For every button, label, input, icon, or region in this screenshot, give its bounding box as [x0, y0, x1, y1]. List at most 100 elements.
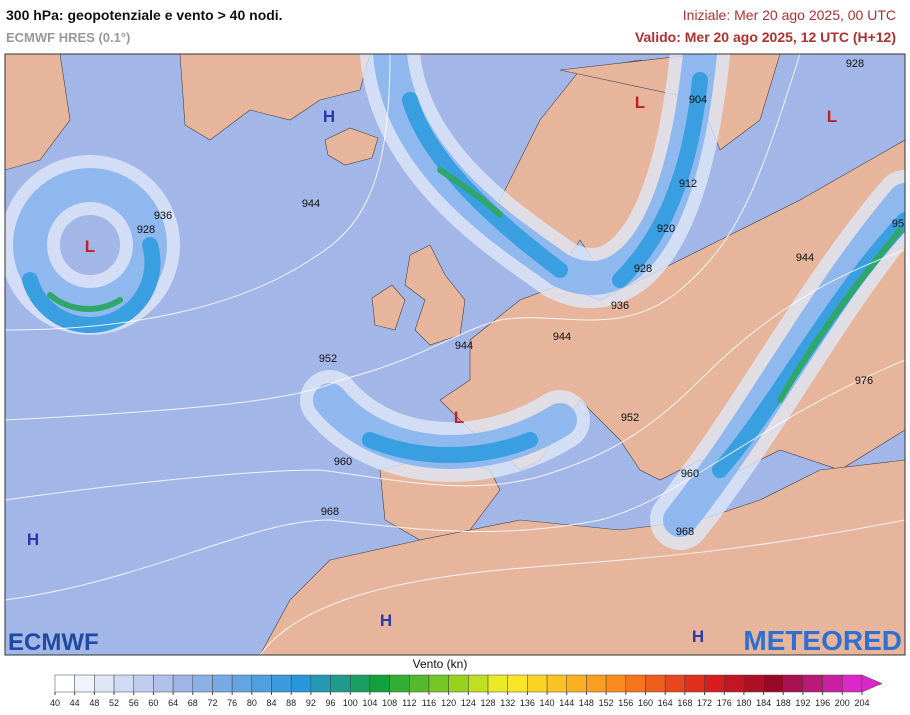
map-frame: [4, 53, 906, 656]
colorbar-swatch: [664, 674, 686, 693]
colorbar-tick-label: 44: [70, 698, 80, 708]
colorbar-swatch: [113, 674, 134, 693]
colorbar-tick-label: 168: [677, 698, 692, 708]
colorbar-tick-label: 56: [129, 698, 139, 708]
colorbar-tick-label: 100: [343, 698, 358, 708]
colorbar-swatch: [783, 674, 804, 693]
colorbar-swatch: [468, 674, 489, 693]
colorbar-tick-label: 164: [658, 698, 673, 708]
colorbar-swatch: [842, 674, 863, 693]
colorbar-tick-label: 104: [362, 698, 377, 708]
legend-title: Vento (kn): [413, 657, 468, 671]
colorbar-swatch: [507, 674, 528, 693]
contour-label: 928: [137, 224, 155, 236]
colorbar-swatch: [54, 674, 75, 693]
colorbar-swatch: [743, 674, 764, 693]
colorbar-swatch: [586, 674, 607, 693]
pressure-center: L: [827, 107, 837, 126]
isohypses: [5, 54, 905, 655]
colorbar-swatch: [212, 674, 233, 693]
colorbar-swatch: [645, 674, 666, 693]
colorbar-tick-label: 180: [736, 698, 751, 708]
colorbar-swatch: [74, 674, 95, 693]
colorbar-tick-label: 196: [815, 698, 830, 708]
colorbar-swatch: [625, 674, 646, 693]
colorbar-tick-label: 200: [835, 698, 850, 708]
contour-label: 936: [611, 300, 629, 312]
colorbar-swatch: [763, 674, 784, 693]
colorbar-tick-label: 124: [461, 698, 476, 708]
colorbar-swatch: [704, 674, 725, 693]
colorbar-swatch: [310, 674, 331, 693]
colorbar-tick-label: 64: [168, 698, 178, 708]
colorbar-swatch: [822, 674, 843, 693]
contour-label: 912: [679, 178, 697, 190]
contour-label: 952: [621, 412, 639, 424]
contour-label: 968: [321, 506, 339, 518]
map: 928 904 936 928 944 912 920 928 936 944 944 952 944 9…: [5, 54, 905, 655]
colorbar-swatch: [231, 674, 253, 693]
colorbar-tick-label: 52: [109, 698, 119, 708]
colorbar-tick-label: 112: [402, 698, 416, 708]
colorbar-swatch: [605, 674, 627, 693]
colorbar-tick-label: 152: [599, 698, 614, 708]
colorbar-swatch: [487, 674, 508, 693]
pressure-center: H: [692, 627, 704, 646]
colorbar-swatch: [389, 674, 410, 693]
colorbar-tick-label: 136: [520, 698, 535, 708]
colorbar-tick-label: 140: [540, 698, 555, 708]
colorbar-swatch: [271, 674, 292, 693]
logo-left: ECMWF: [8, 629, 99, 656]
logo-right: METEORED: [743, 625, 902, 656]
contour-label: 928: [634, 263, 652, 275]
contour-label: 968: [676, 526, 694, 538]
init-time: Iniziale: Mer 20 ago 2025, 00 UTC: [683, 7, 896, 23]
colorbar-tick-label: 60: [148, 698, 158, 708]
colorbar-swatch: [349, 674, 371, 693]
colorbar-tick-label: 80: [247, 698, 257, 708]
colorbar-tick-label: 204: [854, 698, 869, 708]
title: 300 hPa: geopotenziale e vento > 40 nodi…: [6, 7, 283, 23]
contour-label: 944: [796, 252, 814, 264]
colorbar-swatch: [330, 674, 351, 693]
pressure-center: H: [27, 530, 39, 549]
pressure-center: L: [635, 93, 645, 112]
colorbar-swatch: [546, 674, 568, 693]
colorbar-swatch: [409, 674, 430, 693]
colorbar-swatch: [172, 674, 194, 693]
contour-label: 95: [892, 218, 904, 230]
colorbar-swatch: [527, 674, 548, 693]
colorbar-tick-label: 172: [697, 698, 712, 708]
colorbar-swatch: [94, 674, 115, 693]
colorbar-tick-label: 76: [227, 698, 237, 708]
colorbar-tick-label: 184: [756, 698, 771, 708]
colorbar-arrow: [861, 674, 883, 693]
contour-label: 960: [681, 468, 699, 480]
pressure-center: L: [454, 408, 464, 427]
colorbar-tick-label: 160: [638, 698, 653, 708]
colorbar-swatch: [566, 674, 587, 693]
contour-label: 944: [553, 331, 571, 343]
valid-time: Valido: Mer 20 ago 2025, 12 UTC (H+12): [635, 29, 896, 45]
contour-label: 960: [334, 456, 352, 468]
colorbar-tick-label: 40: [50, 698, 60, 708]
jet-streams: [5, 54, 905, 550]
colorbar-tick-label: 72: [207, 698, 217, 708]
colorbar-tick-label: 192: [795, 698, 810, 708]
colorbar: 40 44 48 52 56 60 64 68 72 76 80 84 88 92 96 100 104 108 1…: [50, 674, 883, 708]
colorbar-swatch: [290, 674, 312, 693]
contour-label: 976: [855, 375, 873, 387]
colorbar-swatch: [802, 674, 823, 693]
colorbar-tick-label: 96: [326, 698, 336, 708]
colorbar-tick-label: 128: [481, 698, 496, 708]
colorbar-tick-label: 176: [717, 698, 732, 708]
colorbar-tick-label: 92: [306, 698, 316, 708]
colorbar-tick-label: 132: [500, 698, 515, 708]
colorbar-swatch: [251, 674, 272, 693]
colorbar-tick-label: 88: [286, 698, 296, 708]
colorbar-tick-label: 116: [422, 698, 436, 708]
contour-label: 936: [154, 210, 172, 222]
colorbar-swatch: [192, 674, 213, 693]
pressure-center: H: [323, 107, 335, 126]
